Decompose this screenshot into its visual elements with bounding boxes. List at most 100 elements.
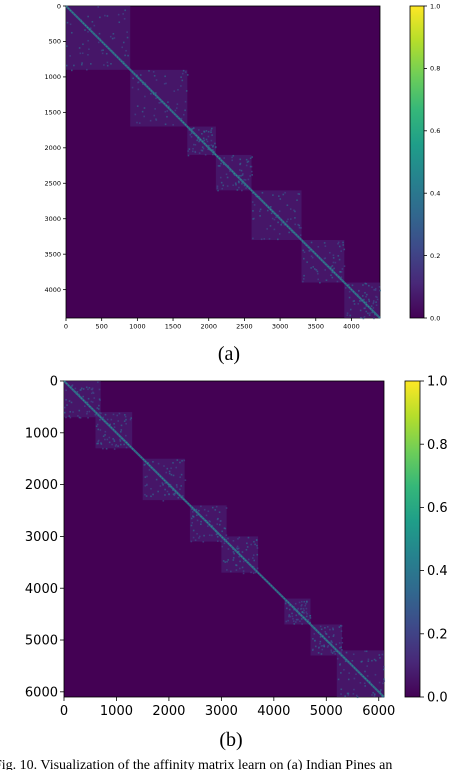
affinity-speckle: [314, 640, 316, 642]
affinity-speckle: [108, 436, 111, 439]
affinity-speckle: [242, 173, 244, 175]
affinity-speckle: [339, 663, 342, 665]
affinity-speckle: [171, 489, 174, 492]
affinity-speckle: [319, 642, 321, 645]
affinity-speckle: [120, 430, 122, 433]
affinity-speckle: [323, 644, 325, 646]
y-tick-label: 4000: [44, 286, 61, 294]
affinity-speckle: [126, 36, 129, 39]
colorbar-tick-label: 0.2: [427, 627, 448, 642]
affinity-speckle: [336, 280, 339, 283]
x-tick-label: 1500: [165, 323, 182, 331]
affinity-speckle: [117, 13, 120, 16]
affinity-speckle: [324, 269, 327, 271]
affinity-speckle: [106, 438, 109, 441]
affinity-diagonal: [63, 380, 385, 698]
affinity-speckle: [355, 694, 358, 697]
affinity-speckle: [370, 305, 373, 307]
affinity-speckle: [303, 274, 305, 277]
affinity-speckle: [297, 618, 299, 621]
affinity-speckle: [374, 673, 377, 676]
affinity-speckle: [86, 410, 89, 413]
affinity-speckle: [214, 142, 216, 145]
affinity-speckle: [306, 261, 308, 263]
affinity-speckle: [347, 284, 350, 286]
affinity-speckle: [168, 493, 170, 496]
affinity-speckle: [192, 147, 194, 150]
affinity-speckle: [175, 466, 178, 469]
affinity-speckle: [226, 560, 228, 563]
affinity-speckle: [85, 386, 88, 389]
affinity-speckle: [285, 620, 288, 623]
affinity-speckle: [232, 540, 235, 542]
panel-label-a: (a): [218, 343, 240, 365]
affinity-speckle: [364, 307, 367, 309]
affinity-speckle: [324, 626, 326, 629]
affinity-speckle: [319, 625, 322, 628]
affinity-speckle: [249, 157, 252, 160]
affinity-speckle: [239, 158, 242, 161]
affinity-speckle: [317, 245, 320, 248]
affinity-speckle: [365, 650, 368, 653]
affinity-speckle: [371, 286, 373, 289]
affinity-speckle: [239, 163, 241, 166]
affinity-speckle: [365, 282, 368, 285]
affinity-speckle: [279, 198, 282, 200]
affinity-speckle: [226, 176, 229, 179]
affinity-speckle: [159, 485, 162, 487]
affinity-speckle: [221, 545, 224, 548]
affinity-speckle: [216, 533, 218, 535]
affinity-speckle: [90, 392, 93, 395]
affinity-speckle: [250, 571, 252, 574]
affinity-speckle: [216, 540, 219, 542]
affinity-speckle: [254, 571, 257, 574]
affinity-speckle: [111, 37, 114, 40]
affinity-speckle: [383, 680, 386, 682]
affinity-speckle: [221, 530, 223, 533]
affinity-speckle: [309, 617, 312, 619]
affinity-speckle: [69, 416, 72, 419]
affinity-speckle: [294, 210, 296, 213]
affinity-speckle: [273, 218, 276, 221]
affinity-speckle: [232, 557, 235, 559]
affinity-speckle: [96, 442, 98, 445]
affinity-speckle: [81, 62, 83, 64]
affinity-speckle: [237, 180, 240, 183]
affinity-speckle: [302, 257, 305, 260]
affinity-speckle: [210, 144, 213, 146]
affinity-speckle: [146, 475, 148, 478]
affinity-speckle: [324, 257, 327, 259]
affinity-speckle: [346, 312, 349, 314]
x-tick-label: 2500: [236, 323, 253, 331]
affinity-speckle: [191, 508, 193, 511]
affinity-speckle: [286, 204, 289, 207]
affinity-speckle: [318, 646, 320, 649]
affinity-speckle: [210, 131, 212, 134]
affinity-speckle: [181, 495, 184, 497]
affinity-speckle: [137, 81, 139, 84]
affinity-speckle: [201, 146, 204, 149]
affinity-speckle: [330, 274, 332, 277]
affinity-speckle: [64, 411, 66, 414]
affinity-speckle: [192, 536, 195, 539]
affinity-speckle: [330, 266, 332, 268]
affinity-speckle: [295, 614, 298, 617]
affinity-speckle: [283, 224, 286, 226]
affinity-speckle: [326, 626, 329, 628]
affinity-speckle: [219, 176, 222, 179]
affinity-speckle: [86, 401, 89, 404]
affinity-speckle: [324, 630, 327, 633]
affinity-speckle: [280, 223, 282, 226]
colorbar-tick-label: 0.6: [427, 501, 448, 516]
y-tick-label: 1000: [44, 73, 61, 81]
y-tick-label: 6000: [25, 685, 58, 700]
affinity-speckle: [78, 47, 81, 49]
affinity-speckle: [170, 467, 172, 470]
affinity-speckle: [109, 35, 112, 38]
affinity-speckle: [208, 520, 211, 522]
affinity-speckle: [375, 304, 378, 306]
affinity-speckle: [164, 110, 167, 113]
affinity-speckle: [323, 257, 326, 260]
affinity-speckle: [353, 303, 356, 305]
affinity-speckle: [201, 149, 204, 152]
